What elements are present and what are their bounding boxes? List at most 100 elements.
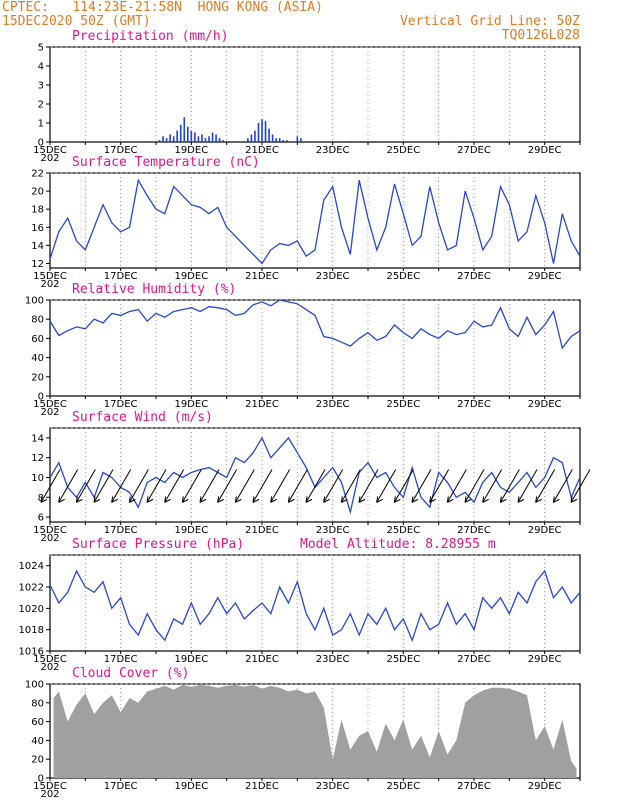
- wind-barb-shaft: [340, 469, 361, 503]
- precip-xtick-label: 15DEC: [33, 145, 67, 156]
- temp-xtick-label: 15DEC: [33, 271, 67, 282]
- wind-barb-shaft: [552, 469, 573, 503]
- wind-xtick-label: 29DEC: [528, 525, 562, 536]
- cloud-ytick-label: 0: [38, 774, 44, 785]
- precip-bar: [162, 136, 164, 142]
- wind-barb-shaft: [199, 469, 220, 503]
- wind-barb-head: [323, 498, 330, 503]
- precip-bar: [254, 130, 256, 142]
- wind-barb-head: [270, 496, 273, 503]
- header-line2-right: TQ0126L028: [501, 28, 580, 43]
- wind-barb-head: [376, 498, 383, 503]
- pressure-annotation: Model Altitude: 8.28955 m: [300, 537, 496, 552]
- cloud-xtick-label: 17DEC: [104, 781, 138, 792]
- precip-bar: [448, 141, 451, 142]
- wind-title: Surface Wind (m/s): [72, 410, 213, 425]
- wind-xtick-label: 23DEC: [316, 525, 350, 536]
- wind-xtick-label: 19DEC: [174, 525, 208, 536]
- precip-bar: [271, 134, 274, 142]
- wind-barb-shaft: [40, 469, 61, 503]
- rh-ytick-label: 40: [31, 353, 44, 364]
- wind-barb-head: [446, 496, 449, 503]
- wind-barb-shaft: [252, 469, 273, 503]
- temp-ytick-label: 14: [31, 241, 44, 252]
- precip-bar: [444, 141, 447, 142]
- rh-series-line: [49, 299, 581, 350]
- wind-barb-shaft: [446, 469, 467, 503]
- header-line1-right: Vertical Grid Line: 50Z: [399, 14, 580, 29]
- header-line1-left: CPTEC: 114:23E-21:58N HONG KONG (ASIA): [2, 0, 323, 15]
- pressure-xtick-label: 19DEC: [174, 654, 208, 665]
- wind-barb-shaft: [234, 469, 255, 503]
- wind-barb-shaft: [358, 469, 379, 503]
- pressure-ytick-label: 1022: [19, 583, 44, 594]
- precip-bar: [282, 140, 284, 142]
- wind-barb-shaft: [570, 469, 591, 503]
- cloud-ytick-label: 20: [31, 755, 44, 766]
- precip-bar: [197, 136, 200, 142]
- wind-barb-head: [393, 496, 396, 503]
- precip-bar: [300, 138, 302, 142]
- cloud-year-label: 202: [40, 789, 59, 800]
- precip-xtick-label: 29DEC: [528, 145, 562, 156]
- wind-barb-shaft: [75, 469, 96, 503]
- pressure-xtick-label: 21DEC: [245, 654, 279, 665]
- wind-barb-head: [75, 496, 78, 503]
- wind-barb-shaft: [482, 469, 503, 503]
- pressure-xtick-label: 27DEC: [457, 654, 491, 665]
- temp-xtick-label: 17DEC: [104, 271, 138, 282]
- wind-frame: [49, 427, 581, 523]
- wind-barb-shaft: [393, 469, 414, 503]
- precip-bar: [275, 138, 277, 142]
- cloud-xtick-label: 21DEC: [245, 781, 279, 792]
- cloud-title: Cloud Cover (%): [72, 666, 189, 681]
- precip-bar: [285, 140, 288, 142]
- wind-barb-head: [358, 498, 366, 503]
- rh-xtick-label: 15DEC: [33, 399, 67, 410]
- precip-ytick-label: 3: [38, 81, 44, 92]
- rh-ytick-label: 100: [25, 296, 44, 307]
- wind-barb-shaft: [411, 469, 432, 503]
- wind-barb-head: [305, 498, 313, 503]
- wind-barb-head: [270, 498, 277, 503]
- wind-barb-shaft: [111, 469, 132, 503]
- temp-ytick-label: 12: [31, 259, 44, 270]
- wind-barb-head: [182, 498, 189, 503]
- wind-barb-head: [447, 498, 454, 503]
- wind-barb-head: [535, 498, 542, 503]
- wind-barb-head: [411, 496, 414, 503]
- wind-barb-head: [146, 496, 149, 503]
- temp-title: Surface Temperature (nC): [72, 155, 260, 170]
- wind-barb-head: [181, 496, 184, 503]
- precip-ytick-label: 5: [38, 43, 44, 54]
- precip-bar: [215, 134, 217, 142]
- precip-bar: [183, 117, 186, 142]
- wind-barb-head: [288, 498, 295, 503]
- wind-ytick-label: 14: [31, 433, 44, 444]
- wind-barb-shaft: [181, 469, 202, 503]
- precip-bar: [296, 136, 299, 142]
- precip-bar: [268, 128, 270, 142]
- rh-xtick-label: 23DEC: [316, 399, 350, 410]
- wind-xtick-label: 15DEC: [33, 525, 67, 536]
- precip-ytick-label: 4: [38, 62, 44, 73]
- temp-ytick-label: 20: [31, 187, 44, 198]
- rh-xtick-label: 17DEC: [104, 399, 138, 410]
- wind-barb-head: [464, 498, 472, 503]
- wind-barb-head: [234, 496, 237, 503]
- wind-ytick-label: 10: [31, 473, 44, 484]
- wind-barb-shaft: [164, 469, 185, 503]
- header-line2-left: 15DEC2020 50Z (GMT): [2, 14, 151, 29]
- wind-barb-head: [235, 498, 242, 503]
- precip-bar: [218, 138, 221, 142]
- precip-bar: [201, 134, 203, 142]
- pressure-xtick-label: 23DEC: [316, 654, 350, 665]
- precip-year-label: 202: [40, 153, 59, 164]
- precip-ytick-label: 0: [38, 138, 44, 149]
- pressure-xtick-label: 15DEC: [33, 654, 67, 665]
- wind-barb-head: [164, 498, 171, 503]
- cloud-ytick-label: 80: [31, 698, 44, 709]
- wind-barb-head: [358, 496, 361, 503]
- cloud-ytick-label: 60: [31, 717, 44, 728]
- precip-xtick-label: 21DEC: [245, 145, 279, 156]
